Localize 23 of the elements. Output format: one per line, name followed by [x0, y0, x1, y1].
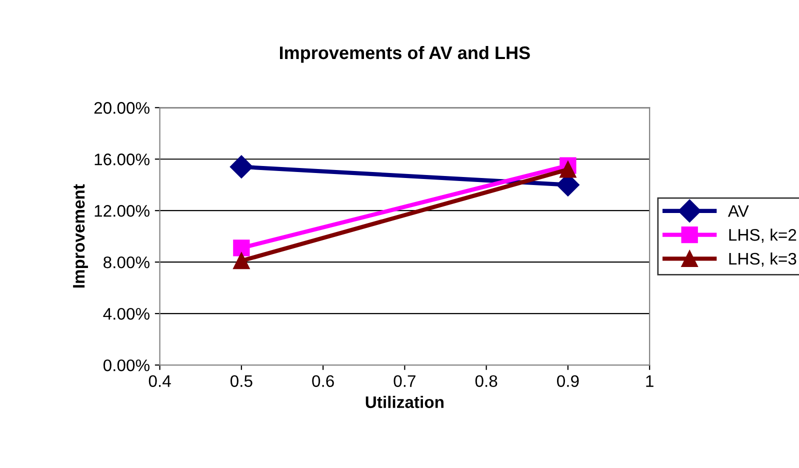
- y-axis-title: Improvement: [73, 184, 88, 288]
- x-tick-label: 0.6: [312, 375, 334, 388]
- legend-label: AV: [728, 205, 749, 217]
- x-tick-label: 0.8: [475, 375, 498, 388]
- y-tick-label: 0.00%: [103, 359, 150, 372]
- point: [230, 155, 253, 178]
- chart-title: Improvements of AV and LHS: [280, 46, 530, 63]
- x-tick-label: 1: [646, 375, 654, 387]
- y-tick-label: 4.00%: [103, 308, 150, 320]
- point: [560, 161, 576, 178]
- y-tick-label: 12.00%: [94, 205, 150, 217]
- y-tick-label: 8.00%: [104, 256, 150, 268]
- point: [233, 240, 250, 256]
- x-tick-label: 0.7: [394, 375, 416, 388]
- y-tick-label: 16.00%: [94, 154, 150, 166]
- x-axis-title: Utilization: [366, 396, 444, 408]
- x-tick-label: 0.9: [557, 375, 579, 388]
- y-tick-label: 20.00%: [94, 102, 150, 114]
- legend-label: LHS, k=2: [729, 228, 796, 243]
- point: [233, 252, 250, 270]
- x-tick-label: 0.4: [148, 375, 171, 388]
- legend-label: LHS, k=3: [729, 252, 796, 267]
- x-tick-label: 0.5: [230, 375, 252, 388]
